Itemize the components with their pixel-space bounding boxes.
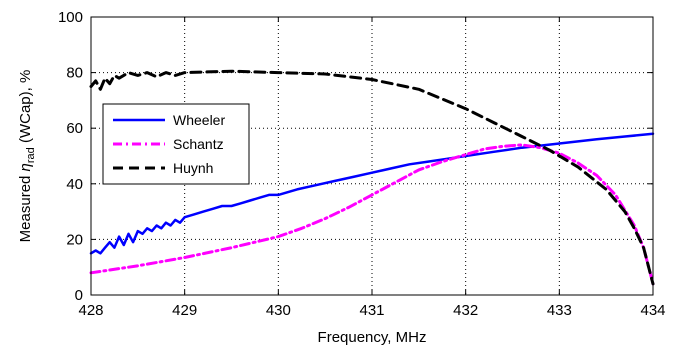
x-tick-label: 432 <box>453 302 478 319</box>
x-tick-label: 428 <box>78 302 103 319</box>
y-axis-title-eta: η <box>17 163 34 171</box>
legend-label-huynh: Huynh <box>173 160 213 176</box>
x-axis-title: Frequency, MHz <box>318 329 427 346</box>
y-tick-label: 0 <box>75 287 83 304</box>
series-huynh-line <box>89 69 655 286</box>
y-tick-label: 80 <box>66 65 83 82</box>
legend: Wheeler Schantz Huynh <box>102 103 250 185</box>
y-tick-label: 60 <box>66 120 83 137</box>
axis-ticks: 428 429 430 431 432 433 434 0 20 40 60 80 100 <box>58 9 666 319</box>
grid <box>91 17 653 295</box>
series-wheeler-line <box>89 132 655 255</box>
x-tick-label: 434 <box>640 302 665 319</box>
y-axis-title-prefix: Measured <box>17 171 34 242</box>
x-tick-label: 433 <box>547 302 572 319</box>
legend-label-schantz: Schantz <box>173 136 224 152</box>
y-axis-title-suffix: (WCap), % <box>17 70 34 148</box>
x-tick-label: 430 <box>266 302 291 319</box>
y-tick-label: 100 <box>58 9 83 26</box>
x-tick-label: 429 <box>172 302 197 319</box>
y-axis-title-subscript: rad <box>25 147 37 163</box>
series-schantz-line <box>89 143 655 286</box>
legend-label-wheeler: Wheeler <box>173 112 225 128</box>
y-tick-label: 40 <box>66 176 83 193</box>
y-axis-title: Measured ηrad (WCap), % <box>17 70 37 243</box>
x-tick-label: 431 <box>359 302 384 319</box>
plot-series <box>89 69 655 286</box>
y-tick-label: 20 <box>66 231 83 248</box>
